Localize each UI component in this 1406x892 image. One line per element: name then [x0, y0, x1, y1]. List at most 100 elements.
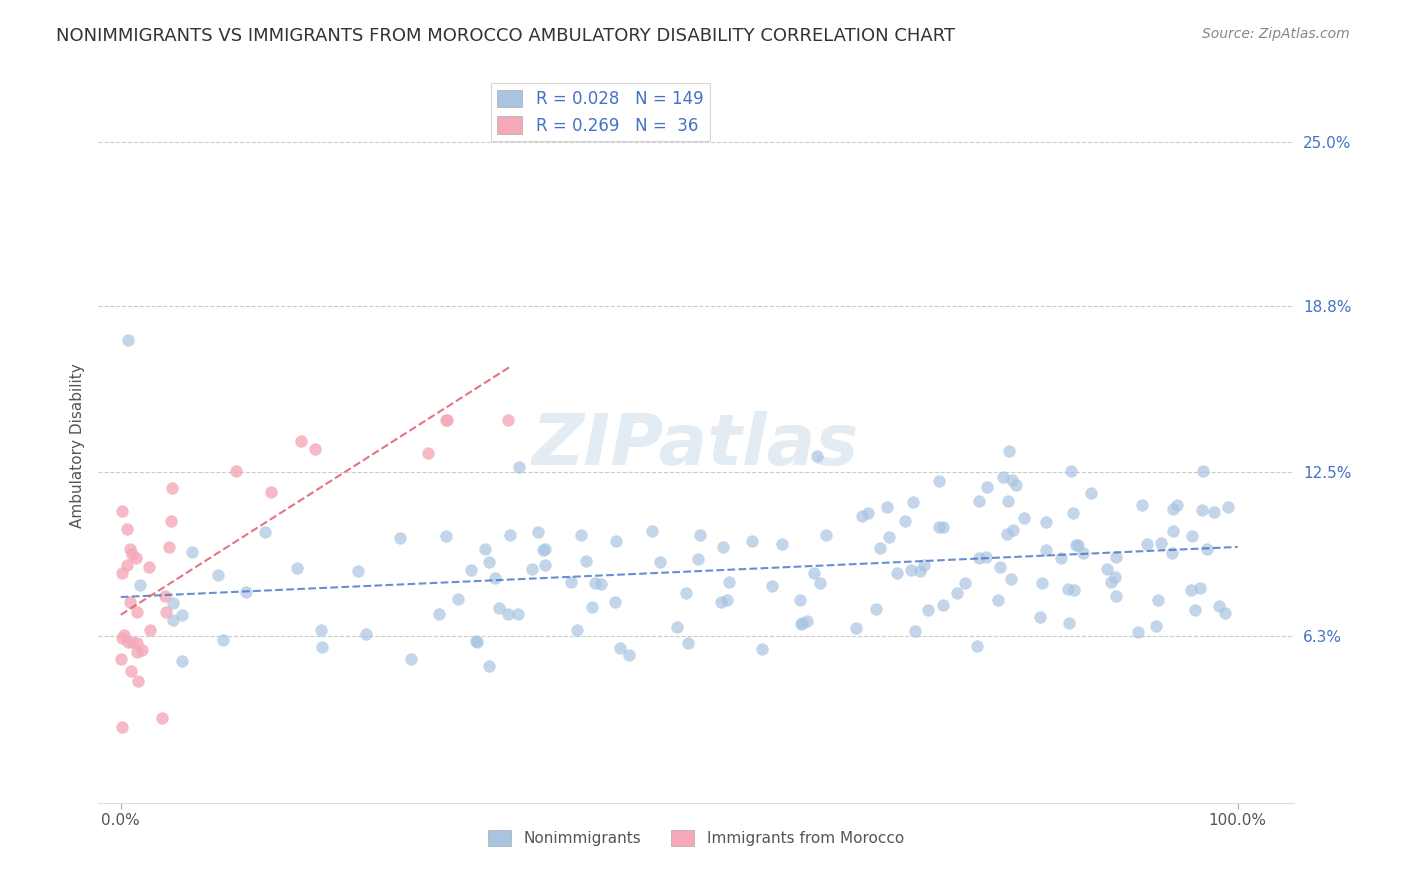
Point: [1080, 486, 1102, 500]
Point: [498, 412, 520, 426]
Point: [1071, 546, 1094, 560]
Point: [1195, 542, 1218, 557]
Point: [741, 533, 763, 548]
Point: [139, 624, 162, 638]
Point: [153, 589, 176, 603]
Text: ZIPatlas: ZIPatlas: [533, 411, 859, 481]
Point: [138, 559, 160, 574]
Point: [1014, 511, 1036, 525]
Point: [976, 480, 998, 494]
Point: [796, 614, 818, 628]
Point: [162, 597, 184, 611]
Point: [928, 520, 950, 534]
Text: Source: ZipAtlas.com: Source: ZipAtlas.com: [1202, 27, 1350, 41]
Point: [1002, 523, 1025, 537]
Point: [581, 600, 603, 615]
Point: [465, 634, 488, 648]
Point: [917, 603, 939, 617]
Point: [474, 542, 496, 557]
Point: [876, 500, 898, 515]
Point: [770, 537, 793, 551]
Point: [997, 494, 1019, 508]
Point: [1144, 619, 1167, 633]
Point: [689, 528, 711, 542]
Point: [1128, 625, 1150, 640]
Point: [675, 586, 697, 600]
Point: [1067, 538, 1090, 552]
Point: [666, 620, 689, 634]
Point: [1057, 582, 1080, 596]
Point: [117, 333, 139, 347]
Point: [751, 642, 773, 657]
Point: [1057, 616, 1080, 631]
Point: [1004, 477, 1026, 491]
Point: [311, 623, 333, 637]
Point: [427, 607, 450, 622]
Point: [993, 470, 1015, 484]
Point: [688, 552, 710, 566]
Point: [235, 585, 257, 599]
Point: [488, 600, 510, 615]
Point: [447, 591, 470, 606]
Point: [120, 664, 142, 678]
Point: [1101, 574, 1123, 589]
Point: [974, 550, 997, 565]
Point: [894, 514, 917, 528]
Point: [533, 541, 555, 556]
Point: [966, 639, 988, 653]
Point: [865, 602, 887, 616]
Point: [1062, 506, 1084, 520]
Point: [928, 474, 950, 488]
Point: [1184, 603, 1206, 617]
Point: [260, 484, 283, 499]
Point: [1000, 572, 1022, 586]
Point: [460, 564, 482, 578]
Point: [157, 541, 180, 555]
Point: [806, 449, 828, 463]
Point: [932, 599, 955, 613]
Point: [1060, 464, 1083, 478]
Point: [845, 621, 868, 635]
Point: [1000, 473, 1022, 487]
Point: [110, 651, 132, 665]
Point: [1166, 498, 1188, 512]
Point: [1049, 551, 1071, 566]
Point: [1192, 464, 1215, 478]
Point: [484, 571, 506, 585]
Point: [115, 558, 138, 572]
Point: [1150, 536, 1173, 550]
Point: [129, 578, 152, 592]
Point: [1204, 505, 1226, 519]
Point: [120, 542, 142, 557]
Point: [967, 494, 990, 508]
Point: [225, 464, 247, 478]
Point: [416, 445, 439, 459]
Point: [162, 613, 184, 627]
Point: [180, 545, 202, 559]
Point: [987, 592, 1010, 607]
Point: [285, 560, 308, 574]
Point: [815, 527, 838, 541]
Point: [1191, 503, 1213, 517]
Point: [496, 607, 519, 621]
Point: [1188, 581, 1211, 595]
Point: [527, 525, 550, 540]
Point: [718, 575, 741, 590]
Point: [125, 645, 148, 659]
Point: [172, 608, 194, 623]
Point: [111, 631, 134, 645]
Point: [869, 541, 891, 555]
Point: [121, 634, 143, 648]
Point: [761, 579, 783, 593]
Point: [1066, 538, 1088, 552]
Point: [478, 658, 501, 673]
Point: [211, 632, 233, 647]
Point: [605, 533, 627, 548]
Point: [531, 543, 554, 558]
Point: [641, 524, 664, 539]
Point: [160, 481, 183, 495]
Point: [1213, 606, 1236, 620]
Point: [117, 635, 139, 649]
Point: [311, 640, 333, 654]
Point: [711, 540, 734, 554]
